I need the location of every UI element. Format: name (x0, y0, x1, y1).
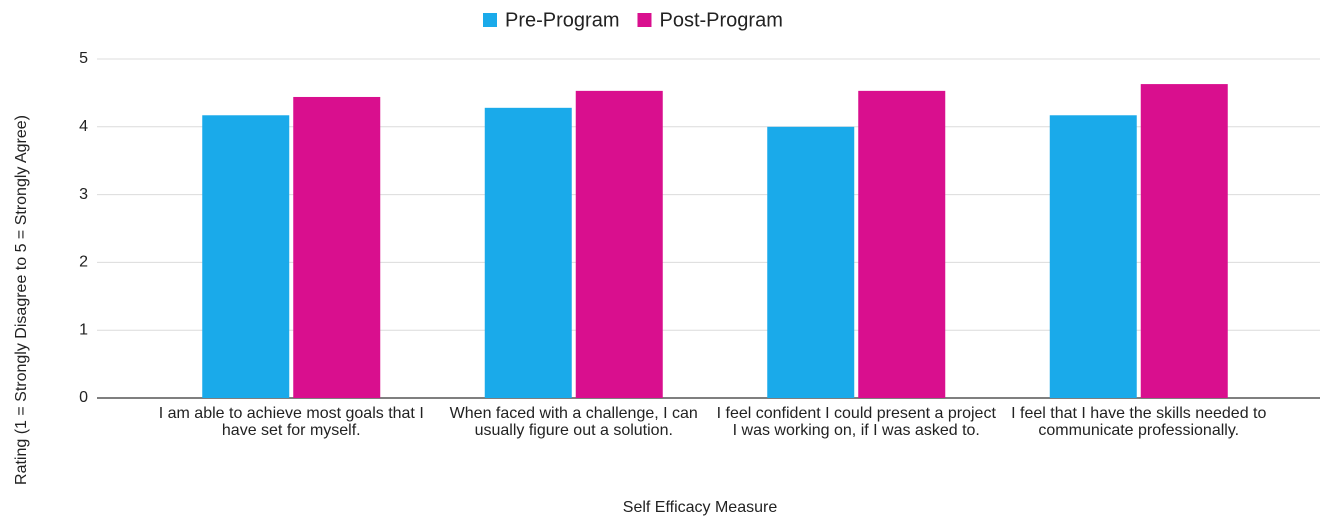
y-tick-label: 1 (79, 321, 88, 338)
x-tick-label: I feel confident I could present a proje… (716, 405, 996, 439)
bar (202, 115, 290, 399)
legend-swatch (637, 13, 652, 27)
bar (484, 107, 572, 398)
y-tick-label: 5 (79, 50, 88, 67)
x-tick-label-box: I feel confident I could present a proje… (716, 405, 996, 439)
bar (1140, 84, 1228, 398)
bar (858, 90, 946, 398)
y-tick-label: 2 (79, 254, 88, 271)
y-tick-label: 0 (79, 389, 88, 406)
bar (1049, 115, 1137, 399)
x-tick-label-box: I am able to achieve most goals that I h… (158, 405, 424, 439)
x-tick-label: I feel that I have the skills needed to … (1011, 405, 1267, 439)
bar (767, 126, 855, 399)
legend-label: Post-Program (659, 9, 782, 31)
x-tick-label: When faced with a challenge, I can usual… (449, 405, 698, 439)
legend-swatch (483, 13, 497, 27)
y-tick-label: 3 (79, 186, 88, 203)
x-axis-title: Self Efficacy Measure (623, 499, 778, 516)
x-tick-label: I am able to achieve most goals that I h… (158, 405, 424, 439)
legend-label: Pre-Program (505, 9, 619, 31)
y-tick-label: 4 (79, 118, 88, 135)
bar (293, 96, 381, 398)
y-axis-title: Rating (1 = Strongly Disagree to 5 = Str… (13, 115, 30, 485)
x-tick-label-box: I feel that I have the skills needed to … (1011, 405, 1267, 439)
x-tick-label-box: When faced with a challenge, I can usual… (449, 405, 698, 439)
bar (575, 90, 663, 398)
